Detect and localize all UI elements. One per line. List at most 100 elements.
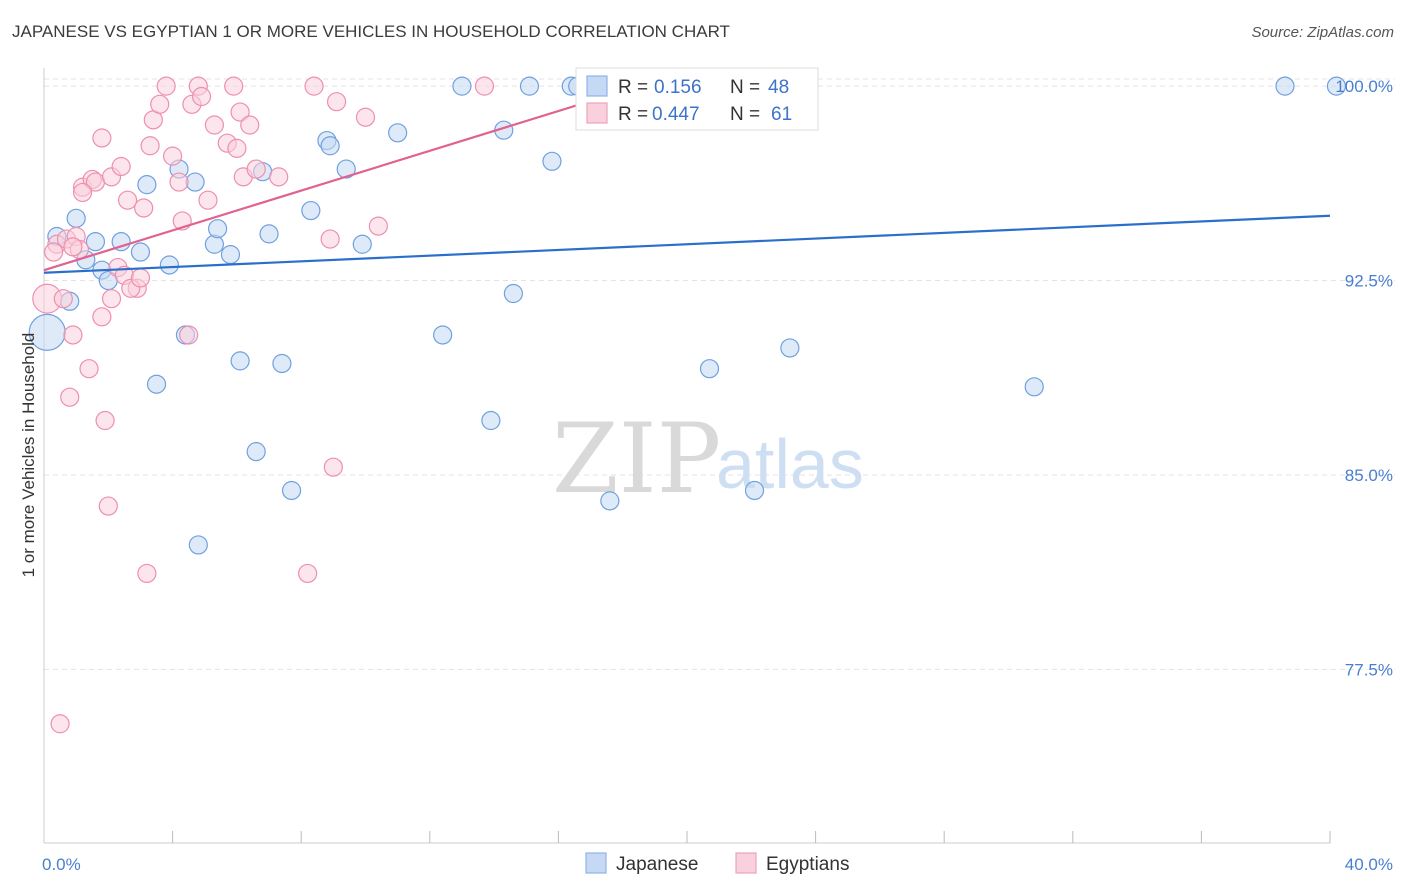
legend-swatch-japanese xyxy=(586,75,608,97)
japanese-point-38 xyxy=(542,151,562,171)
japanese-point-16 xyxy=(188,535,208,555)
egyptians-point-2 xyxy=(50,714,70,734)
legend-r-label-1: R = xyxy=(618,77,648,98)
egyptians-point-30 xyxy=(179,325,199,345)
japanese-point-29 xyxy=(336,159,356,179)
egyptians-point-45 xyxy=(323,457,343,477)
y-tick-label-1: 92.5% xyxy=(1345,272,1393,291)
egyptians-point-54 xyxy=(198,190,218,210)
egyptians-point-58 xyxy=(130,268,151,288)
egyptians-point-12 xyxy=(92,128,112,148)
egyptians-point-48 xyxy=(368,216,388,236)
y-tick-labels: 100.0% 92.5% 85.0% 77.5% xyxy=(1335,77,1393,679)
bottom-legend-label-japanese: Japanese xyxy=(616,854,698,875)
egyptians-point-22 xyxy=(137,563,157,584)
japanese-point-5 xyxy=(85,232,106,252)
egyptians-point-14 xyxy=(98,496,118,516)
egyptians-point-40 xyxy=(246,159,266,179)
japanese-point-42 xyxy=(744,480,765,501)
egyptians-point-5 xyxy=(63,325,83,345)
japanese-point-33 xyxy=(452,76,472,96)
japanese-point-10 xyxy=(137,175,157,195)
egyptians-point-43 xyxy=(304,76,324,96)
japanese-point-18 xyxy=(208,219,228,239)
y-tick-label-0: 100.0% xyxy=(1335,77,1393,96)
japanese-point-15 xyxy=(185,172,205,192)
stats-legend: R = 0.156 N = 48 R = 0.447 N = 61 xyxy=(575,67,819,131)
watermark: ZIP atlas xyxy=(552,403,864,515)
egyptians-point-28 xyxy=(169,172,189,192)
egyptians-point-49 xyxy=(474,76,495,96)
japanese-point-30 xyxy=(352,234,372,254)
y-axis-title: 1 or more Vehicles in Household xyxy=(19,333,38,578)
source-label: Source: ZipAtlas.com xyxy=(1251,24,1394,41)
japanese-point-34 xyxy=(481,410,501,431)
bottom-legend-label-egyptians: Egyptians xyxy=(766,854,849,875)
japanese-point-11 xyxy=(146,374,167,394)
egyptians-point-34 xyxy=(204,115,224,135)
egyptians-point-46 xyxy=(326,92,347,112)
y-tick-label-2: 85.0% xyxy=(1345,466,1393,485)
legend-n-label-2: N = xyxy=(730,104,760,125)
egyptians-point-21 xyxy=(134,198,154,218)
japanese-point-40 xyxy=(600,491,620,511)
x-tick-marks xyxy=(172,831,1331,843)
series-legend: Japanese Egyptians xyxy=(585,852,849,875)
series-japanese xyxy=(28,76,1347,555)
japanese-point-25 xyxy=(281,480,302,501)
egyptians-point-8 xyxy=(79,359,99,379)
egyptians-point-17 xyxy=(111,156,131,177)
egyptians-point-53 xyxy=(44,242,64,262)
bottom-legend-swatch-egyptians xyxy=(735,852,757,874)
legend-n-value-1: 48 xyxy=(768,77,789,98)
points-layer xyxy=(28,76,1347,734)
egyptians-point-41 xyxy=(269,167,289,187)
egyptians-point-44 xyxy=(320,229,340,249)
legend-r-value-2: 0.447 xyxy=(652,104,700,125)
egyptians-point-3 xyxy=(53,289,73,309)
japanese-point-32 xyxy=(433,325,453,345)
bottom-legend-swatch-japanese xyxy=(585,852,607,874)
legend-n-value-2: 61 xyxy=(771,104,792,125)
japanese-point-3 xyxy=(66,208,86,228)
japanese-point-44 xyxy=(1024,377,1044,397)
japanese-point-12 xyxy=(159,255,179,275)
japanese-point-26 xyxy=(301,200,321,221)
egyptians-point-55 xyxy=(60,387,80,407)
legend-swatch-egyptians xyxy=(586,102,608,124)
gridlines xyxy=(44,78,1395,670)
series-egyptians xyxy=(32,76,633,734)
egyptians-point-13 xyxy=(95,410,115,431)
japanese-point-20 xyxy=(230,351,250,371)
egyptians-point-23 xyxy=(140,136,160,156)
japanese-point-9 xyxy=(130,242,151,262)
x-tick-label-0: 0.0% xyxy=(42,855,81,874)
japanese-point-24 xyxy=(272,353,292,374)
japanese-point-17 xyxy=(204,234,224,254)
egyptians-point-33 xyxy=(191,86,212,107)
egyptians-point-11 xyxy=(92,307,112,327)
egyptians-point-39 xyxy=(240,115,260,135)
egyptians-point-56 xyxy=(72,182,93,203)
trend-layer xyxy=(43,85,1331,274)
egyptians-point-57 xyxy=(101,289,122,309)
japanese-point-41 xyxy=(699,359,720,379)
japanese-point-31 xyxy=(388,123,408,143)
japanese-point-8 xyxy=(111,232,131,252)
japanese-point-28 xyxy=(320,136,340,156)
japanese-point-21 xyxy=(246,442,266,462)
egyptians-point-19 xyxy=(117,190,138,210)
japanese-point-36 xyxy=(503,283,523,304)
legend-r-label-2: R = xyxy=(618,104,648,125)
egyptians-point-47 xyxy=(355,107,376,127)
egyptians-point-37 xyxy=(230,102,250,122)
x-tick-labels: 0.0% 40.0% xyxy=(42,855,1393,874)
egyptians-point-36 xyxy=(224,76,244,96)
japanese-point-37 xyxy=(519,76,540,96)
egyptians-point-42 xyxy=(298,563,318,584)
legend-n-label-1: N = xyxy=(730,77,760,98)
japanese-trend-line xyxy=(43,214,1331,274)
egyptians-trend-line xyxy=(43,85,640,272)
japanese-point-46 xyxy=(1326,76,1347,96)
